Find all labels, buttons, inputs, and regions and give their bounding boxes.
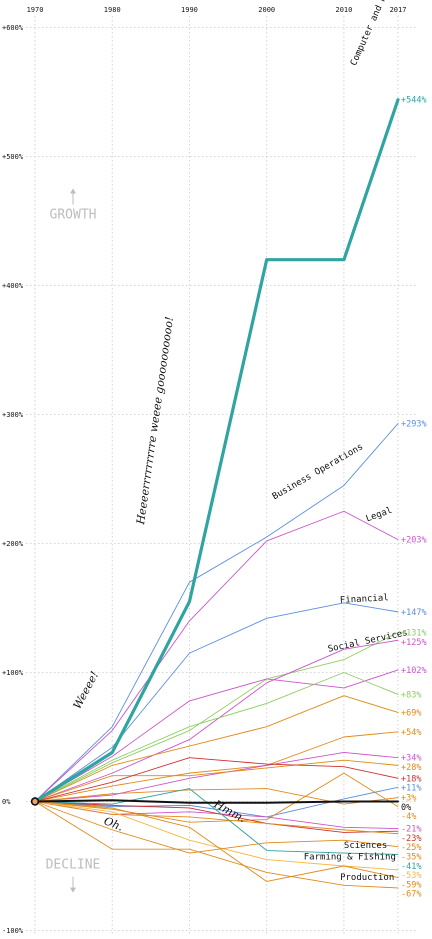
series-line-production xyxy=(34,801,399,882)
y-axis-ticks: +600% +500% +400% +300% +200% +100% 0% -100% xyxy=(2,24,24,935)
series-line-employment xyxy=(34,799,399,804)
origin-marker xyxy=(30,797,40,806)
series-end-label: -21% xyxy=(401,825,421,835)
y-tick-label: +400% xyxy=(2,282,24,290)
annotation-label: Oh. xyxy=(102,814,125,833)
series-line-legal xyxy=(34,510,399,802)
series-end-label: -23% xyxy=(401,834,421,844)
series-end-label: +147% xyxy=(401,608,427,618)
series-name-label: Legal xyxy=(365,506,394,525)
series-line-occupation-5 xyxy=(34,639,399,802)
series-line-occupation-8 xyxy=(34,695,399,802)
series-end-labels: +544% +293% +203% +147% +131%+125% +102% +83% +… xyxy=(401,96,427,900)
growth-label: GROWTH xyxy=(50,208,97,223)
series-end-label: -67% xyxy=(401,890,421,900)
series-end-label: +11% xyxy=(401,784,421,794)
y-tick-label: +600% xyxy=(2,24,24,32)
gridlines xyxy=(26,16,418,935)
annotation-label: Heeeerrrrrrrrre weeee goooooooooo! xyxy=(134,316,176,526)
series-line-occupation-19 xyxy=(34,801,399,835)
series-end-label: +18% xyxy=(401,774,421,784)
series-line-occupation-12 xyxy=(34,757,399,802)
x-tick-label: 2010 xyxy=(336,6,353,14)
origin-point xyxy=(30,797,40,806)
series-end-label: +544% xyxy=(401,96,427,106)
series-line-occupation-7 xyxy=(34,672,399,802)
series-line-occupation-9 xyxy=(34,731,399,802)
series-end-label: +69% xyxy=(401,708,421,718)
y-tick-label: -100% xyxy=(2,927,24,935)
series-end-label: -41% xyxy=(401,862,421,872)
series-end-label: -4% xyxy=(401,812,416,822)
series-end-label: +203% xyxy=(401,536,427,546)
series-end-label: +83% xyxy=(401,690,421,700)
x-axis-ticks: 1970 1980 1990 2000 2010 2017 xyxy=(27,6,407,14)
series-name-label: Business Operations xyxy=(271,442,365,502)
series-end-label: +54% xyxy=(401,728,421,738)
y-tick-label: +200% xyxy=(2,540,24,548)
series-line-sciences xyxy=(34,801,399,833)
series-end-label: +34% xyxy=(401,754,421,764)
series-line-occupation-21 xyxy=(34,801,399,871)
series-end-label: +28% xyxy=(401,763,421,773)
series-end-label: +293% xyxy=(401,420,427,430)
series-end-label: 0% xyxy=(401,803,411,813)
series-line-financial xyxy=(34,602,399,802)
series-line-occupation-13 xyxy=(34,786,399,818)
x-tick-label: 1980 xyxy=(104,6,121,14)
y-tick-label: 0% xyxy=(2,798,11,806)
decline-arrowhead-icon xyxy=(70,887,76,893)
y-tick-label: +300% xyxy=(2,411,24,419)
series-name-label: Social Services xyxy=(327,628,409,655)
x-tick-label: 2017 xyxy=(390,6,407,14)
series-line-computer-and-math xyxy=(33,98,400,804)
series-line-occupation-14 xyxy=(34,788,399,805)
series-line-occupation-6 xyxy=(34,669,399,802)
series-end-label: -35% xyxy=(401,852,421,862)
series-end-label: -25% xyxy=(401,843,421,853)
series-name-label: Production xyxy=(340,873,394,883)
series-end-label: +131% xyxy=(401,629,427,639)
x-tick-label: 1970 xyxy=(27,6,44,14)
series-line-occupation-22 xyxy=(34,801,399,854)
series-name-label: Farming & Fishing xyxy=(304,853,396,863)
series-line-farming-fishing xyxy=(34,788,399,855)
decline-label: DECLINE xyxy=(46,858,101,873)
series-line-occupation-11 xyxy=(34,759,399,802)
series-end-label: +102% xyxy=(401,666,427,676)
series-lines xyxy=(33,98,400,889)
series-name-label: Financial xyxy=(340,593,389,606)
series-end-label: -53% xyxy=(401,871,421,881)
annotation-label: Weeee! xyxy=(71,669,102,711)
annotations: Weeee! Heeeerrrrrrrrre weeee goooooooooo!… xyxy=(71,316,248,834)
direction-labels: GROWTH DECLINE xyxy=(46,188,101,893)
growth-arrowhead-icon xyxy=(70,188,76,194)
series-end-label: +125% xyxy=(401,638,427,648)
series-line-business-operations xyxy=(34,423,399,802)
series-line-occupation-16 xyxy=(34,772,399,823)
y-tick-label: +100% xyxy=(2,669,24,677)
series-name-label: Sciences xyxy=(344,841,387,851)
series-line-occupation-24 xyxy=(34,801,399,889)
x-tick-label: 1990 xyxy=(181,6,198,14)
y-tick-label: +500% xyxy=(2,153,24,161)
series-line-social-services xyxy=(34,632,399,802)
x-tick-label: 2000 xyxy=(258,6,275,14)
series-end-label: +3% xyxy=(401,794,416,804)
series-end-label: -59% xyxy=(401,880,421,890)
